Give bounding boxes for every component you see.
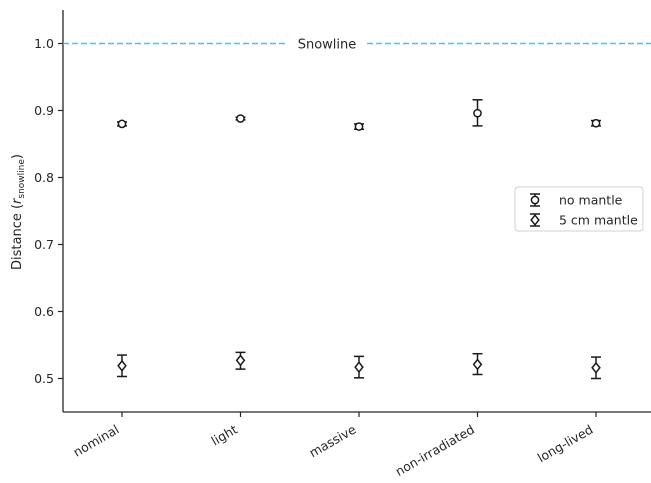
y-axis-label-main: Distance (	[10, 204, 25, 270]
data-point	[117, 359, 127, 372]
legend-marker	[530, 195, 540, 205]
data-point	[354, 122, 364, 131]
x-tick-label: light	[208, 422, 240, 449]
y-tick-label: 0.8	[34, 170, 54, 185]
x-tick-label: non-irradiated	[393, 422, 477, 479]
legend-label: no mantle	[559, 193, 623, 208]
y-tick-label: 0.5	[34, 371, 54, 386]
x-tick-label: nominal	[70, 422, 121, 460]
data-point	[591, 118, 601, 128]
series-no-mantle	[117, 99, 601, 131]
y-axis-label-close: )	[10, 154, 25, 159]
data-point	[354, 361, 364, 374]
legend-marker	[530, 213, 540, 227]
y-tick-label: 1.0	[34, 36, 54, 51]
data-point	[117, 119, 127, 129]
y-axis-label-var: r	[10, 197, 25, 204]
data-point	[236, 114, 245, 123]
legend: no mantle 5 cm mantle	[514, 186, 644, 232]
data-point	[473, 108, 482, 118]
axes: 0.5 0.6 0.7 0.8 0.9 1.0 nominal light massive non…	[34, 10, 651, 479]
data-point	[472, 358, 483, 371]
reference-line-label: Snowline	[298, 38, 357, 53]
y-tick-label: 0.7	[34, 237, 54, 252]
data-point	[235, 354, 246, 367]
y-axis-label-sub: snowline	[17, 159, 27, 199]
data-points	[117, 99, 601, 380]
legend-label: 5 cm mantle	[559, 213, 638, 228]
legend-box	[514, 186, 644, 232]
series-mantle-5cm	[117, 351, 601, 380]
x-tick-label: long-lived	[535, 422, 596, 466]
y-tick-label: 0.9	[34, 103, 54, 118]
y-axis-label: Distance (rsnowline)	[10, 154, 27, 270]
reference-line-group: Snowline	[63, 38, 651, 53]
x-tick-label: massive	[306, 421, 358, 460]
y-tick-label: 0.6	[34, 304, 54, 319]
data-point	[591, 361, 601, 374]
